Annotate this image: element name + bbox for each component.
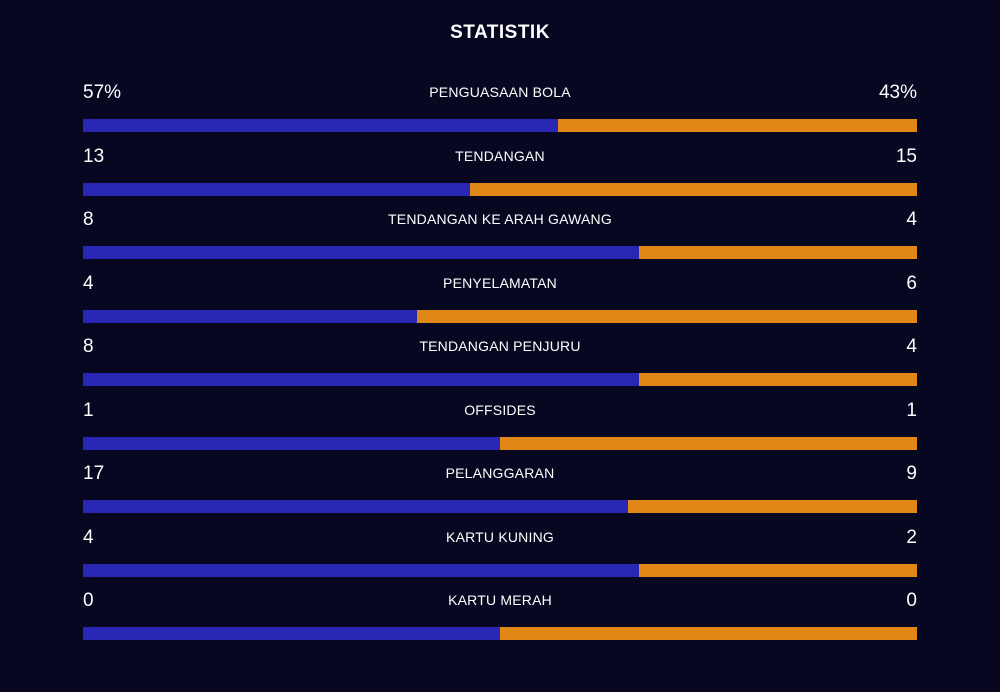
away-stat-value: 43% <box>878 82 917 103</box>
stat-header: 57% PENGUASAAN BOLA 43% <box>83 80 917 119</box>
stat-label: PENYELAMATAN <box>443 274 557 291</box>
away-bar-segment <box>638 373 917 386</box>
home-stat-value: 8 <box>83 336 94 357</box>
stat-comparison-bar <box>83 309 917 323</box>
away-bar-segment <box>470 182 917 196</box>
home-bar-segment <box>83 436 500 450</box>
stat-label: KARTU MERAH <box>448 592 552 608</box>
stats-title: STATISTIK <box>450 22 550 43</box>
away-stat-value: 4 <box>906 209 917 230</box>
away-bar-segment <box>500 436 917 450</box>
stat-row: 1 OFFSIDES 1 <box>83 398 917 462</box>
stat-label: OFFSIDES <box>464 401 536 418</box>
stat-label: PELANGGARAN <box>445 465 555 481</box>
stat-comparison-bar <box>83 563 917 577</box>
stat-comparison-bar <box>83 436 917 450</box>
stat-comparison-bar <box>83 246 917 259</box>
stat-comparison-bar <box>83 119 917 132</box>
stat-row: 17 PELANGGARAN 9 <box>83 461 917 525</box>
away-bar-segment <box>638 246 917 259</box>
home-bar-segment <box>83 182 471 196</box>
stat-header: 8 TENDANGAN KE ARAH GAWANG 4 <box>83 207 917 246</box>
home-stat-value: 0 <box>83 590 94 611</box>
stat-row: 13 TENDANGAN 15 <box>83 144 917 208</box>
away-stat-value: 2 <box>906 526 917 548</box>
home-stat-value: 17 <box>83 463 105 484</box>
stat-label: TENDANGAN PENJURU <box>419 338 581 354</box>
stat-row: 4 KARTU KUNING 2 <box>83 525 917 589</box>
stat-comparison-bar <box>83 182 917 196</box>
home-bar-segment <box>83 563 639 577</box>
away-stat-value: 15 <box>895 145 917 167</box>
away-stat-value: 0 <box>906 590 917 611</box>
stat-row: 8 TENDANGAN PENJURU 4 <box>83 334 917 398</box>
stat-header: 1 OFFSIDES 1 <box>83 398 917 437</box>
stat-comparison-bar <box>83 373 917 386</box>
home-bar-segment <box>83 309 417 323</box>
stats-list: 57% PENGUASAAN BOLA 43% 13 TENDANGAN 15 8 TENDA… <box>83 80 917 652</box>
away-stat-value: 9 <box>906 463 917 484</box>
home-stat-value: 4 <box>83 272 94 294</box>
stat-row: 8 TENDANGAN KE ARAH GAWANG 4 <box>83 207 917 271</box>
home-bar-segment <box>83 500 629 513</box>
home-bar-segment <box>83 119 559 132</box>
stat-header: 4 KARTU KUNING 2 <box>83 525 917 564</box>
away-stat-value: 6 <box>906 272 917 294</box>
away-bar-segment <box>416 309 917 323</box>
away-stat-value: 1 <box>906 399 917 421</box>
home-bar-segment <box>83 627 500 640</box>
stat-comparison-bar <box>83 627 917 640</box>
home-stat-value: 13 <box>83 145 105 167</box>
away-stat-value: 4 <box>906 336 917 357</box>
home-bar-segment <box>83 373 639 386</box>
stat-header: 4 PENYELAMATAN 6 <box>83 271 917 310</box>
stat-header: 0 KARTU MERAH 0 <box>83 588 917 627</box>
home-stat-value: 1 <box>83 399 94 421</box>
stat-label: TENDANGAN <box>455 147 545 164</box>
stat-row: 4 PENYELAMATAN 6 <box>83 271 917 335</box>
stat-row: 0 KARTU MERAH 0 <box>83 588 917 652</box>
away-bar-segment <box>558 119 917 132</box>
stat-label: TENDANGAN KE ARAH GAWANG <box>388 211 612 227</box>
away-bar-segment <box>628 500 917 513</box>
stat-comparison-bar <box>83 500 917 513</box>
away-bar-segment <box>638 563 917 577</box>
home-bar-segment <box>83 246 639 259</box>
home-stat-value: 57% <box>83 82 122 103</box>
home-stat-value: 4 <box>83 526 94 548</box>
stat-label: KARTU KUNING <box>446 528 554 545</box>
stat-label: PENGUASAAN BOLA <box>429 84 571 100</box>
home-stat-value: 8 <box>83 209 94 230</box>
stat-header: 8 TENDANGAN PENJURU 4 <box>83 334 917 373</box>
stat-header: 17 PELANGGARAN 9 <box>83 461 917 500</box>
away-bar-segment <box>500 627 917 640</box>
stat-row: 57% PENGUASAAN BOLA 43% <box>83 80 917 144</box>
stat-header: 13 TENDANGAN 15 <box>83 144 917 183</box>
